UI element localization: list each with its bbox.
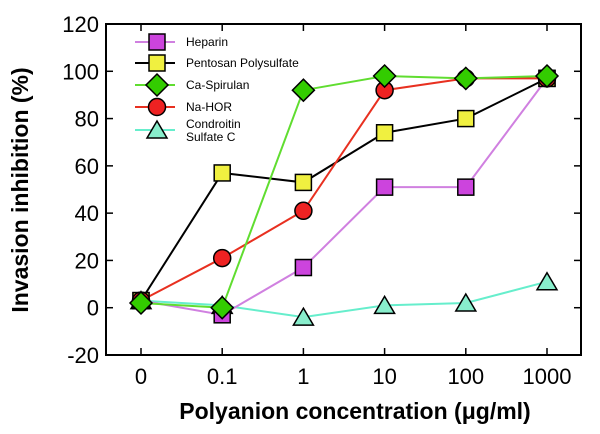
- legend-label: Sulfate C: [186, 130, 236, 144]
- legend-marker-square: [149, 55, 165, 71]
- legend-label: Ca-Spirulan: [186, 78, 249, 92]
- data-point-circle: [295, 202, 312, 219]
- y-tick-label: 40: [75, 201, 99, 226]
- data-point-square: [377, 125, 393, 141]
- y-tick-label: 100: [62, 59, 99, 84]
- data-point-square: [458, 179, 474, 195]
- legend-label: Condroitin: [186, 117, 241, 131]
- y-tick-label: 120: [62, 12, 99, 37]
- data-point-square: [295, 260, 311, 276]
- legend-marker-circle: [149, 99, 166, 116]
- axis-ticks: -20 0 20 40 60 80 100 120 0 0.1 1 10 100 1000: [62, 12, 581, 389]
- y-axis-title: Invasion inhibition (%): [7, 67, 33, 312]
- y-tick-label: 60: [75, 154, 99, 179]
- data-point-diamond: [455, 67, 477, 89]
- y-tick-label: -20: [67, 343, 99, 368]
- y-tick-label: 20: [75, 248, 99, 273]
- data-point-diamond: [292, 79, 314, 101]
- legend-marker-diamond: [146, 74, 168, 96]
- legend-label: Heparin: [186, 35, 228, 49]
- x-tick-label: 100: [447, 364, 484, 389]
- x-axis-title: Polyanion concentration (μg/ml): [179, 398, 530, 424]
- legend-label: Pentosan Polysulfate: [186, 56, 299, 70]
- data-point-circle: [214, 250, 231, 267]
- x-tick-label: 0: [135, 364, 147, 389]
- y-tick-label: 80: [75, 107, 99, 132]
- data-point-triangle: [537, 273, 557, 290]
- x-tick-label: 10: [372, 364, 396, 389]
- legend-label: Na-HOR: [186, 100, 232, 114]
- data-point-square: [214, 165, 230, 181]
- data-point-square: [295, 174, 311, 190]
- data-point-diamond: [374, 65, 396, 87]
- x-tick-label: 1000: [523, 364, 572, 389]
- x-tick-label: 0.1: [207, 364, 238, 389]
- data-point-square: [458, 111, 474, 127]
- chart: -20 0 20 40 60 80 100 120 0 0.1 1 10 100 1000 Heparin…: [0, 0, 600, 434]
- data-point-square: [377, 179, 393, 195]
- legend: Heparin Pentosan Polysulfate Ca-Spirulan Na…: [135, 34, 299, 144]
- legend-marker-square: [149, 34, 165, 50]
- y-tick-label: 0: [87, 296, 99, 321]
- x-tick-label: 1: [297, 364, 309, 389]
